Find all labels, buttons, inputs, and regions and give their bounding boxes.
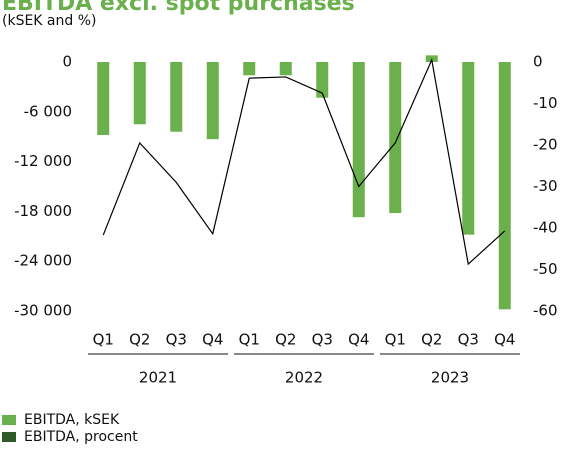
bar [498, 62, 511, 310]
y-tick-label: 0 [62, 53, 72, 71]
y2-tick-label: -60 [533, 302, 558, 320]
bar [206, 62, 219, 140]
y2-tick-label: -50 [533, 260, 558, 278]
x-tick-label: Q4 [202, 331, 223, 349]
bar [243, 62, 256, 76]
x-tick-label: Q3 [166, 331, 187, 349]
x-tick-label: Q4 [348, 331, 369, 349]
x-tick-label: Q3 [312, 331, 333, 349]
legend-swatch [2, 415, 16, 425]
line [102, 57, 506, 266]
bar [170, 62, 183, 132]
bar [462, 62, 475, 235]
bar [133, 62, 146, 125]
x-tick-label: Q2 [421, 331, 442, 349]
legend-label: EBITDA, procent [24, 429, 138, 445]
y-tick-label: -12 000 [14, 152, 72, 170]
x-tick-label: Q3 [458, 331, 479, 349]
x-tick-label: Q2 [275, 331, 296, 349]
chart-title: EBITDA excl. spot purchases [2, 0, 355, 16]
x-tick-label: Q4 [494, 331, 515, 349]
bar [389, 62, 402, 214]
y2-tick-label: 0 [533, 53, 543, 71]
legend-label: EBITDA, kSEK [24, 412, 120, 428]
bar [316, 62, 329, 98]
y2-tick-label: -10 [533, 94, 558, 112]
legend-swatch [2, 432, 16, 442]
bar [279, 62, 292, 76]
x-tick-label: Q1 [239, 331, 260, 349]
x-group-label: 2022 [285, 369, 323, 387]
x-group-label: 2021 [139, 369, 177, 387]
x-tick-label: Q1 [93, 331, 114, 349]
y-tick-label: -6 000 [24, 102, 72, 120]
bar [97, 62, 110, 136]
chart-subtitle: (kSEK and %) [2, 13, 97, 29]
y2-tick-label: -40 [533, 219, 558, 237]
y2-tick-label: -30 [533, 177, 558, 195]
y2-tick-label: -20 [533, 136, 558, 154]
bar [352, 62, 365, 218]
y-tick-label: -18 000 [14, 202, 72, 220]
y-tick-label: -30 000 [14, 302, 72, 320]
x-tick-label: Q2 [129, 331, 150, 349]
x-group-label: 2023 [431, 369, 469, 387]
x-tick-label: Q1 [385, 331, 406, 349]
y-tick-label: -24 000 [14, 252, 72, 270]
